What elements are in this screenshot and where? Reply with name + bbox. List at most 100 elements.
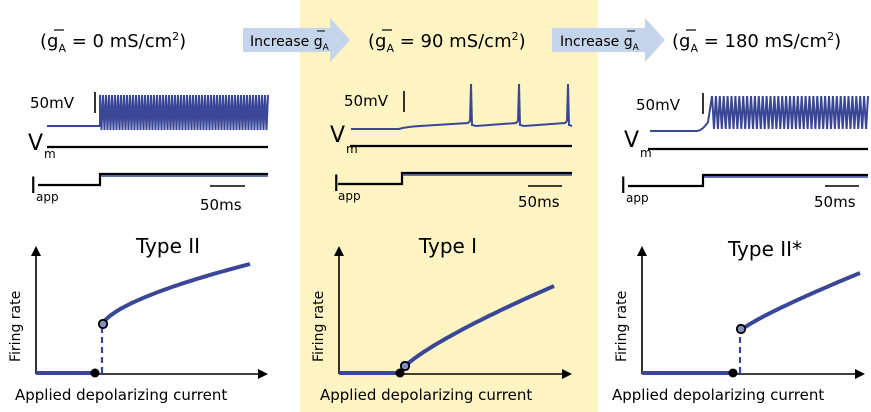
- vm-letter: V: [330, 123, 345, 148]
- increase-arrow-2: Increase gA: [552, 18, 665, 62]
- g-subscript: A: [58, 42, 66, 55]
- threshold-point: [395, 368, 405, 378]
- arrow-shape: [552, 18, 665, 62]
- svg-text:Increase gA: Increase gA: [250, 34, 330, 53]
- iapp-subscript: app: [338, 189, 361, 203]
- x-axis-arrowhead: [562, 369, 572, 379]
- arrow-label: Increase: [560, 34, 624, 50]
- unit-label: mS/cm: [759, 31, 827, 52]
- open-paren: (: [40, 31, 47, 52]
- scalebar-voltage-label: 50mV: [30, 94, 75, 112]
- open-paren: (: [672, 31, 679, 52]
- panel-type-ii-star: 50mV V m I app 50ms Type II* Firing rate…: [612, 93, 869, 404]
- arrow-shape: [243, 18, 350, 62]
- y-axis-arrowhead: [637, 246, 647, 256]
- vm-label: V m: [330, 123, 358, 156]
- vm-subscript: m: [44, 147, 56, 161]
- vm-letter: V: [28, 131, 43, 156]
- vm-label: V m: [28, 131, 56, 161]
- fi-curve: [100, 262, 251, 328]
- unit-exponent: 2: [827, 30, 834, 43]
- iapp-letter: I: [333, 172, 340, 197]
- arrow-label: Increase: [250, 34, 314, 50]
- header-row: (gA = 0 mS/cm2) Increase gA (gA = 90 mS/…: [40, 18, 841, 62]
- unit-label: mS/cm: [443, 31, 511, 52]
- open-paren: (: [368, 31, 375, 52]
- svg-text:(gA = 180 mS/cm2): (gA = 180 mS/cm2): [672, 30, 841, 55]
- fi-curve-plot: Firing rate Applied depolarizing current: [8, 246, 268, 404]
- y-axis-label: Firing rate: [614, 291, 630, 362]
- g-symbol: g: [624, 34, 633, 50]
- close-paren: ): [519, 31, 526, 52]
- condition-value: 90: [421, 31, 444, 52]
- equals-sign: =: [698, 31, 725, 52]
- onset-marker: [399, 360, 411, 372]
- threshold-point: [90, 368, 100, 378]
- x-axis-label: Applied depolarizing current: [320, 386, 532, 404]
- close-paren: ): [179, 31, 186, 52]
- g-subscript: A: [690, 42, 698, 55]
- g-subscript: A: [386, 42, 394, 55]
- increase-arrow-1: Increase gA: [243, 18, 350, 62]
- unit-exponent: 2: [172, 30, 179, 43]
- scalebar-time-label: 50ms: [814, 193, 856, 211]
- vm-trace: [47, 94, 269, 131]
- fi-curve: [398, 284, 555, 374]
- iapp-subscript: app: [36, 190, 59, 204]
- iapp-step: [628, 173, 868, 188]
- fi-curve-plot: Firing rate Applied depolarizing current: [311, 246, 572, 404]
- voltage-scalebar: 50mV: [636, 93, 704, 114]
- g-symbol: g: [375, 31, 386, 52]
- g-symbol: g: [679, 31, 690, 52]
- g-symbol: g: [314, 34, 323, 50]
- onset-marker: [735, 323, 747, 335]
- y-axis-arrowhead: [334, 246, 344, 256]
- plot-title: Type I: [418, 234, 477, 258]
- iapp-letter: I: [620, 174, 627, 199]
- voltage-scalebar: 50mV: [344, 91, 405, 112]
- onset-marker: [97, 318, 109, 330]
- plot-title: Type II: [135, 234, 200, 258]
- vm-trace: [650, 95, 869, 132]
- scalebar-time-label: 50ms: [200, 196, 242, 214]
- y-axis-label: Firing rate: [8, 291, 24, 362]
- x-axis-arrowhead: [258, 369, 268, 379]
- time-scalebar: 50ms: [518, 185, 562, 211]
- panel-highlight-background: [300, 0, 598, 412]
- vm-label: V m: [624, 128, 652, 160]
- equals-sign: =: [66, 31, 93, 52]
- vm-trace: [351, 83, 573, 130]
- g-subscript: A: [633, 43, 640, 53]
- condition-label-3: (gA = 180 mS/cm2): [672, 29, 841, 55]
- condition-value: 0: [93, 31, 104, 52]
- panel-type-i: 50mV V m I app 50ms Type I Firing rate A…: [311, 83, 573, 404]
- iapp-subscript: app: [626, 191, 649, 205]
- vm-subscript: m: [346, 142, 358, 156]
- svg-text:(gA = 90 mS/cm2): (gA = 90 mS/cm2): [368, 30, 526, 55]
- time-scalebar: 50ms: [200, 185, 245, 214]
- iapp-label: I app: [333, 172, 361, 203]
- close-paren: ): [834, 31, 841, 52]
- plot-title: Type II*: [727, 237, 802, 261]
- condition-value: 180: [725, 31, 759, 52]
- threshold-point: [728, 368, 738, 378]
- panel-type-ii: 50mV V m I app 50ms Type II Firing rate …: [8, 92, 269, 404]
- x-axis-arrowhead: [855, 369, 865, 379]
- y-axis-label: Firing rate: [311, 291, 327, 362]
- unit-exponent: 2: [512, 30, 519, 43]
- vm-letter: V: [624, 128, 639, 153]
- iapp-step: [338, 171, 572, 186]
- fi-curve: [738, 271, 861, 333]
- g-symbol: g: [47, 31, 58, 52]
- x-axis-label: Applied depolarizing current: [612, 386, 824, 404]
- x-axis-label: Applied depolarizing current: [15, 386, 227, 404]
- iapp-label: I app: [30, 174, 59, 204]
- condition-label-2: (gA = 90 mS/cm2): [368, 29, 526, 55]
- fi-curve-plot: Firing rate Applied depolarizing current: [612, 246, 865, 404]
- g-subscript: A: [323, 43, 330, 53]
- condition-label-1: (gA = 0 mS/cm2): [40, 29, 186, 55]
- scalebar-voltage-label: 50mV: [344, 92, 389, 110]
- iapp-label: I app: [620, 174, 649, 205]
- iapp-letter: I: [30, 174, 37, 199]
